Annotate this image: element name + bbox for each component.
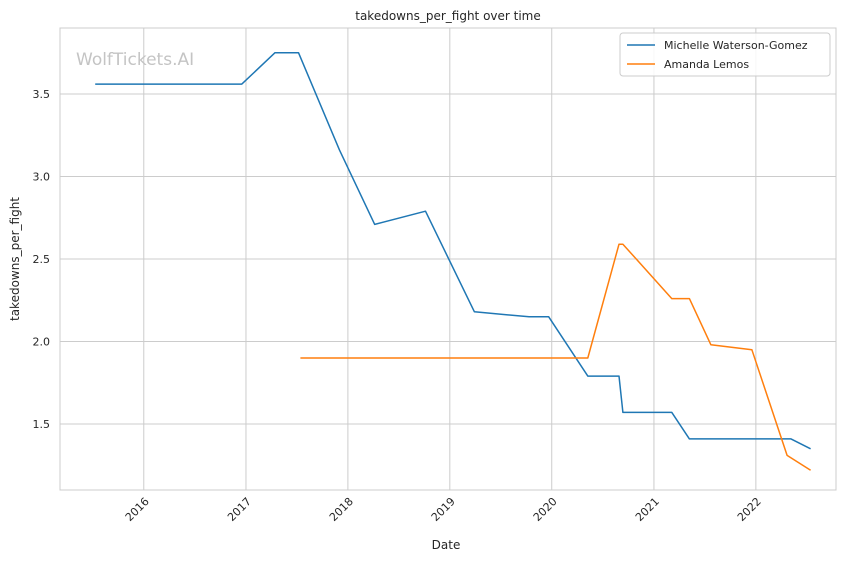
chart-title: takedowns_per_fight over time [355, 9, 541, 23]
watermark: WolfTickets.AI [76, 50, 194, 70]
x-tick-labels: 2016 2017 2018 2019 2020 2021 2022 [123, 495, 764, 524]
series-line-michelle-waterson-gomez [95, 51, 811, 450]
y-tick-label: 2.5 [33, 253, 51, 266]
legend-label-amanda: Amanda Lemos [664, 58, 749, 71]
y-tick-label: 3.5 [33, 88, 51, 101]
x-tick-label: 2017 [225, 495, 254, 524]
series-line-amanda-lemos [300, 243, 811, 471]
plot-frame [59, 27, 837, 491]
x-tick-label: 2016 [123, 495, 152, 524]
x-axis-label: Date [432, 538, 461, 552]
y-tick-labels: 1.5 2.0 2.5 3.0 3.5 [33, 88, 51, 431]
x-tick-label: 2019 [429, 495, 458, 524]
legend-box [619, 32, 831, 77]
y-axis-label: takedowns_per_fight [8, 197, 22, 321]
x-tick-label: 2022 [735, 495, 764, 524]
series-layer [95, 51, 811, 471]
y-tick-label: 3.0 [33, 171, 51, 184]
legend: Michelle Waterson-Gomez Amanda Lemos [619, 32, 831, 77]
y-tick-label: 1.5 [33, 418, 51, 431]
legend-label-michelle: Michelle Waterson-Gomez [664, 39, 808, 52]
x-tick-label: 2020 [531, 495, 560, 524]
y-tick-label: 2.0 [33, 336, 51, 349]
x-tick-label: 2021 [633, 495, 662, 524]
x-tick-label: 2018 [327, 495, 356, 524]
